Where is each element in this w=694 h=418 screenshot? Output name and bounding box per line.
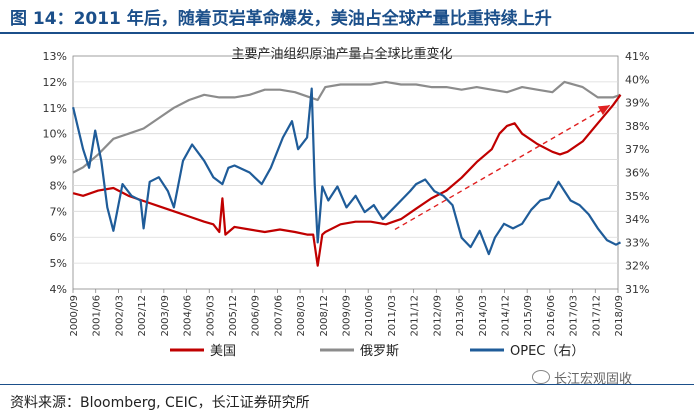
x-tick-label: 2004/06 [183, 295, 194, 337]
x-tick-label: 2006/09 [251, 295, 262, 337]
right-tick-label: 34% [625, 213, 649, 226]
right-tick-label: 37% [625, 143, 649, 156]
right-axis-ticks: 31% 32% 33% 34% 35% 36% 37% 38% 39% 40% 41% [625, 50, 649, 296]
right-tick-label: 36% [625, 167, 649, 180]
legend-label: OPEC（右） [510, 344, 584, 359]
source-note: 资料来源：Bloomberg, CEIC，长江证券研究所 [10, 395, 310, 411]
x-tick-label: 2005/12 [228, 295, 239, 337]
x-tick-label: 2010/06 [364, 295, 375, 337]
right-tick-label: 31% [625, 283, 649, 296]
left-tick-label: 13% [43, 50, 67, 63]
x-tick-label: 2018/09 [614, 295, 625, 337]
right-tick-label: 38% [625, 120, 649, 133]
series-line-0 [72, 94, 622, 267]
watermark: 长江宏观固收 [532, 368, 632, 387]
left-tick-label: 4% [50, 283, 67, 296]
x-tick-label: 2011/03 [387, 295, 398, 337]
left-tick-label: 10% [43, 128, 67, 141]
left-tick-label: 12% [43, 76, 67, 89]
title-divider [0, 32, 694, 34]
legend-label: 美国 [210, 344, 236, 359]
figure-title: 图 14：2011 年后，随着页岩革命爆发，美油占全球产量比重持续上升 [10, 9, 552, 29]
trend-arrow-line [394, 104, 611, 231]
right-tick-label: 35% [625, 190, 649, 203]
x-tick-label: 2017/12 [591, 295, 602, 337]
x-tick-label: 2015/09 [523, 295, 534, 337]
legend-label: 俄罗斯 [360, 344, 399, 359]
left-tick-label: 11% [43, 102, 67, 115]
right-tick-label: 39% [625, 97, 649, 110]
left-tick-label: 5% [50, 257, 67, 270]
trend-layer [394, 104, 611, 231]
wechat-icon [532, 370, 550, 384]
x-tick-label: 2014/03 [478, 295, 489, 337]
left-tick-label: 9% [50, 154, 67, 167]
left-tick-label: 6% [50, 231, 67, 244]
series-line-2 [72, 87, 622, 256]
right-tick-label: 40% [625, 73, 649, 86]
x-tick-label: 2016/06 [546, 295, 557, 337]
bottom-divider [0, 384, 694, 385]
chart-legend: 美国 俄罗斯 OPEC（右） [170, 344, 584, 359]
x-tick-label: 2008/12 [319, 295, 330, 337]
series-line-1 [72, 80, 621, 174]
x-tick-label: 2005/03 [205, 295, 216, 337]
x-tick-label: 2014/12 [500, 295, 511, 337]
right-tick-label: 41% [625, 50, 649, 63]
x-tick-label: 2013/06 [455, 295, 466, 337]
x-tick-label: 2008/03 [296, 295, 307, 337]
x-tick-label: 2000/09 [69, 295, 80, 337]
left-axis-ticks: 4% 5% 6% 7% 8% 9% 10% 11% 12% 13% [43, 50, 67, 296]
x-tick-label: 2001/06 [92, 295, 103, 337]
x-tick-label: 2009/09 [342, 295, 353, 337]
x-tick-label: 2002/03 [114, 295, 125, 337]
gridlines [72, 55, 619, 290]
plot-frame [72, 55, 619, 290]
x-axis-ticks: 2000/09 2001/06 2002/03 2002/12 2003/09 2004/… [69, 289, 625, 337]
series-layer [72, 80, 622, 267]
right-tick-label: 32% [625, 260, 649, 273]
x-tick-label: 2012/09 [432, 295, 443, 337]
oil-share-chart: 主要产油组织原油产量占全球比重变化 4% 5% 6% 7% 8% 9% 10% 11% 12% 1… [43, 46, 650, 359]
x-tick-label: 2007/06 [273, 295, 284, 337]
x-tick-label: 2011/12 [410, 295, 421, 337]
trend-arrow-head [597, 105, 610, 116]
x-tick-label: 2017/03 [569, 295, 580, 337]
x-tick-label: 2003/09 [160, 295, 171, 337]
watermark-text: 长江宏观固收 [554, 372, 633, 387]
right-tick-label: 33% [625, 236, 649, 249]
x-tick-label: 2002/12 [137, 295, 148, 337]
chart-title: 主要产油组织原油产量占全球比重变化 [231, 46, 452, 62]
left-tick-label: 7% [50, 205, 67, 218]
left-tick-label: 8% [50, 179, 67, 192]
